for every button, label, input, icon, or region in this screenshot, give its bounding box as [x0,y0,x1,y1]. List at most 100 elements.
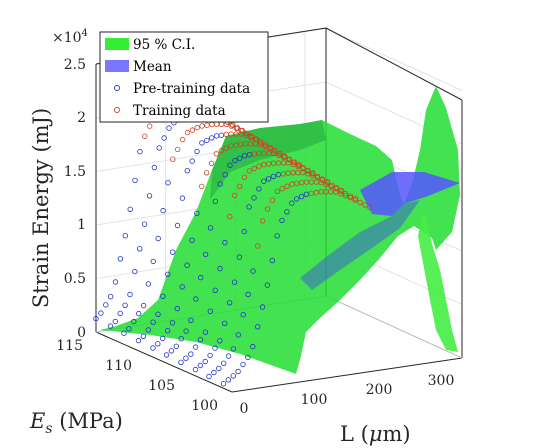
pretraining-point [289,200,295,206]
pretraining-point [132,268,138,275]
training-point [208,160,215,166]
training-point [174,146,181,153]
pretraining-point [112,279,119,285]
pretraining-point [140,302,147,309]
pretraining-point [183,328,189,334]
training-point [255,243,261,249]
training-point [309,172,316,179]
legend: 95 % C.I. Mean Pre-training data Trainin… [99,31,269,123]
pretraining-point [112,318,118,325]
training-point [239,127,246,134]
training-point [347,193,354,199]
pretraining-point [98,310,104,316]
x-tick-label: 0 [240,401,249,417]
pretraining-point [207,308,213,314]
pretraining-point [178,359,184,365]
legend-label: Training data [133,103,226,119]
training-point [310,170,316,176]
training-point [229,122,236,128]
pretraining-point [220,381,227,387]
pretraining-point [163,352,170,358]
training-point [291,159,298,165]
training-point [209,121,215,128]
pretraining-point [117,310,123,317]
legend-label: Mean [133,59,172,75]
pretraining-point [298,193,305,200]
mean-sheet [360,172,460,216]
pretraining-point [174,222,181,229]
pretraining-point [235,332,241,338]
pretraining-point [126,326,132,332]
pretraining-point [213,133,220,139]
pretraining-point [212,198,218,205]
ci-upper-sheet [100,86,460,374]
training-point [280,154,287,161]
training-point [228,123,235,129]
training-point [223,145,229,151]
training-point [238,131,244,137]
pretraining-point [122,232,128,239]
training-point [343,190,349,197]
z-multiplier: ×104 [52,28,88,46]
x-tick-label: 100 [301,392,328,408]
training-point [274,188,281,194]
training-point [367,204,373,211]
pretraining-point [150,258,156,265]
pretraining-point [222,239,228,246]
pretraining-point [231,279,238,285]
pretraining-point [194,148,200,155]
pretraining-point [250,268,256,274]
pretraining-point [189,158,195,164]
pretraining-point [250,343,256,350]
y-tick-label: 105 [148,378,175,394]
x-axis: 0 100 200 300 L (μm) [240,373,455,446]
pretraining-point [245,354,251,361]
pretraining-point [236,155,243,161]
training-point [324,178,331,185]
pretraining-point [193,296,199,302]
training-point [338,188,344,194]
pretraining-point [274,233,280,239]
pretraining-point [207,225,214,231]
y-axis: 115 110 105 100 Es (MPa) [29,338,218,437]
training-point [339,187,345,194]
pretraining-point [294,196,300,202]
pretraining-point [217,338,223,344]
training-point [284,183,290,189]
legend-marker-pretraining [114,85,120,91]
pretraining-point [212,345,218,351]
mean-surface [300,172,460,290]
training-point [213,121,220,127]
pretraining-point [284,209,290,215]
pretraining-point [197,337,204,343]
pretraining-point [184,167,190,174]
pretraining-point [220,360,227,366]
pretraining-point [174,305,180,312]
pretraining-point [211,369,217,376]
grid-line [325,28,463,91]
pretraining-point [117,256,124,262]
pretraining-point [151,164,158,171]
ci-shaded-band [210,120,326,200]
pretraining-point [192,344,199,350]
training-point [146,123,153,129]
pretraining-point [140,333,147,339]
pretraining-point [226,300,233,306]
pretraining-point [222,171,228,178]
pretraining-point [156,145,162,151]
training-point [189,127,196,133]
training-point [319,176,326,182]
training-point [329,182,335,188]
pretraining-point [173,343,179,349]
pretraining-point [145,327,151,333]
training-point [142,133,148,139]
pretraining-point [279,217,285,224]
pretraining-point [230,346,237,352]
z-tick-label: 1 [77,217,86,233]
training-point [244,130,250,137]
pretraining-point [184,262,190,268]
z-axis: 0 0.5 1 1.5 2 2.5 ×104 [52,28,88,341]
training-point [170,156,176,162]
z-tick-label: 2 [77,110,86,126]
